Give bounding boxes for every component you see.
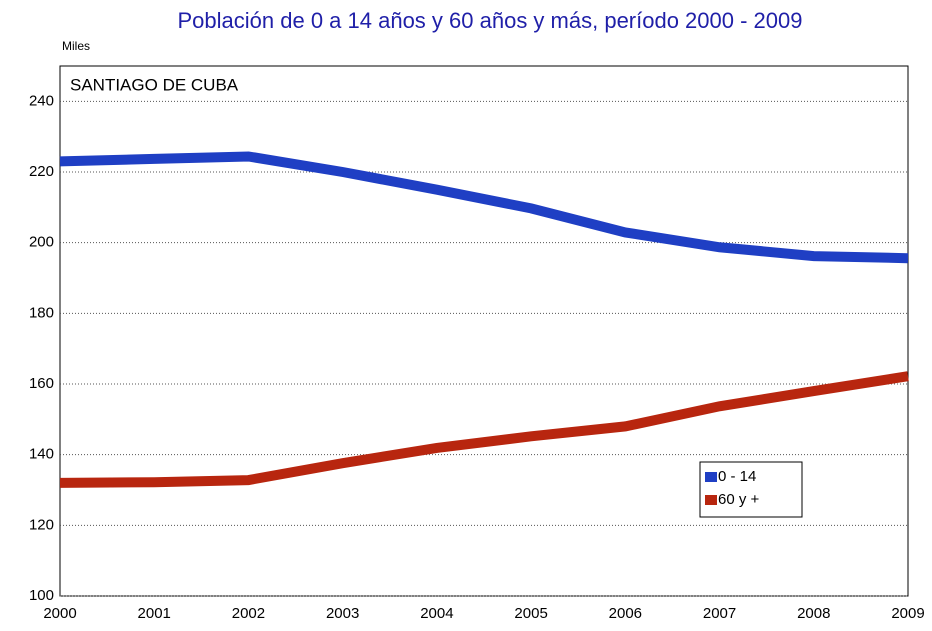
x-tick-label: 2004 [420,605,453,622]
x-tick-label: 2006 [609,605,642,622]
legend [699,461,803,518]
y-tick-label: 220 [29,163,54,180]
x-tick-label: 2008 [797,605,830,622]
annotation: SANTIAGO DE CUBA [70,75,239,94]
y-axis-label: Miles [62,39,90,53]
x-tick-label: 2000 [43,605,76,622]
x-tick-label: 2009 [891,605,924,622]
legend-label: 0 - 14 [718,468,756,485]
chart-title: Población de 0 a 14 años y 60 años y más… [178,8,803,33]
y-tick-label: 160 [29,375,54,392]
x-tick-label: 2005 [514,605,547,622]
x-tick-label: 2003 [326,605,359,622]
y-tick-label: 100 [29,587,54,604]
y-tick-label: 240 [29,92,54,109]
x-tick-label: 2001 [138,605,171,622]
line-series [59,151,909,264]
y-tick-label: 200 [29,234,54,251]
line-series [59,371,909,488]
x-tick-label: 2007 [703,605,736,622]
x-tick-label: 2002 [232,605,265,622]
y-tick-label: 180 [29,304,54,321]
legend-swatch [705,495,717,505]
legend-label: 60 y + [718,491,760,508]
y-tick-label: 120 [29,516,54,533]
y-tick-label: 140 [29,446,54,463]
legend-swatch [705,472,717,482]
